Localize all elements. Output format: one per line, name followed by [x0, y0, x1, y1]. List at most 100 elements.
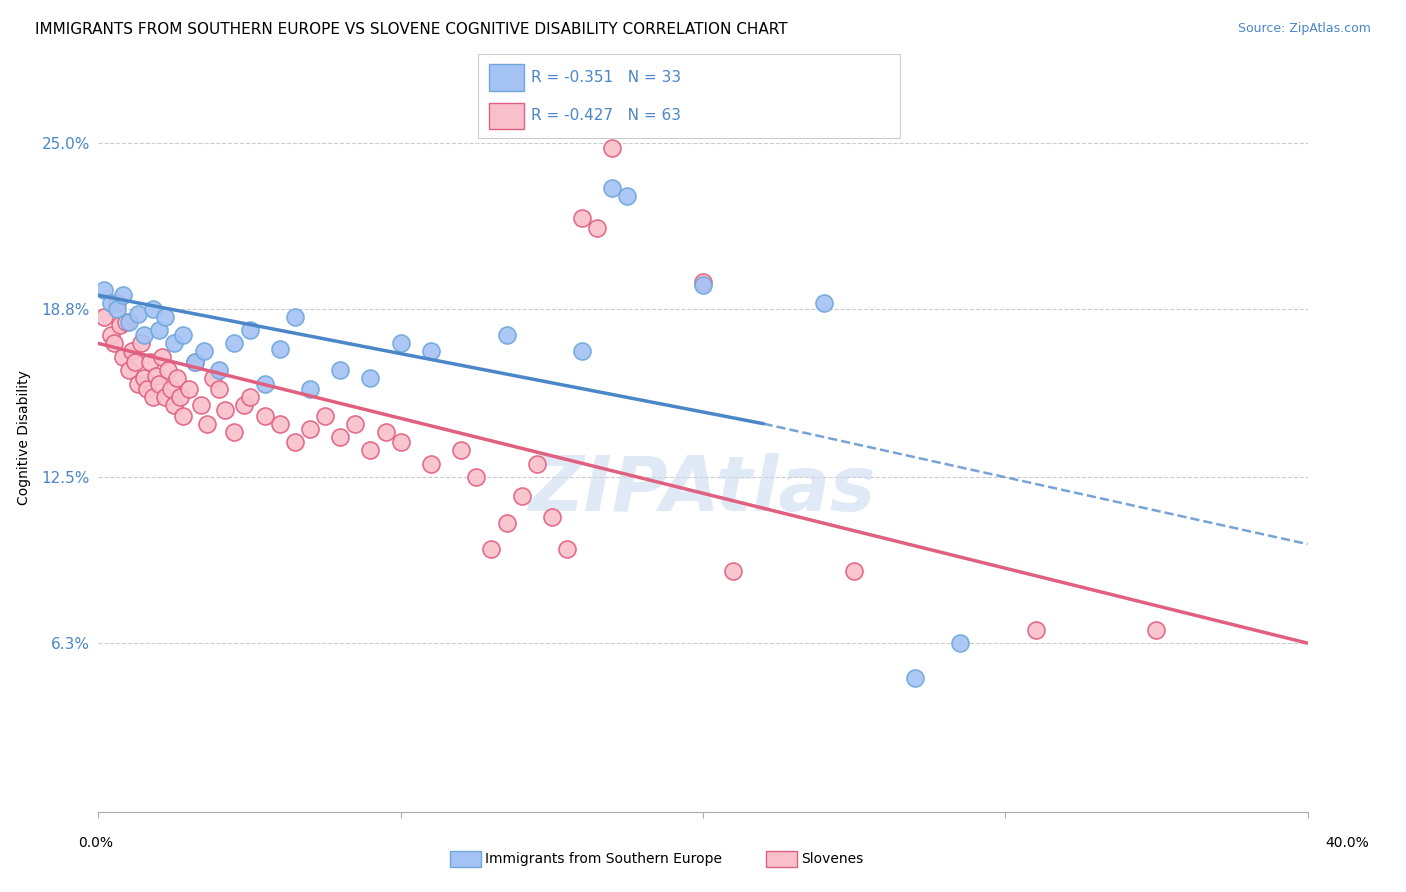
Point [163, 336, 186, 351]
Point [142, 301, 165, 316]
Point [184, 355, 207, 369]
Point [114, 315, 136, 329]
Point [145, 368, 167, 383]
Point [153, 390, 176, 404]
Point [269, 342, 291, 356]
Point [949, 636, 972, 650]
Point [208, 382, 231, 396]
Point [111, 350, 134, 364]
Point [360, 371, 382, 385]
Point [166, 371, 188, 385]
Point [169, 390, 191, 404]
Point [156, 363, 179, 377]
Point [100, 296, 122, 310]
Point [103, 336, 125, 351]
Point [602, 141, 624, 155]
Point [495, 328, 517, 343]
Point [481, 542, 503, 557]
Point [190, 398, 212, 412]
Point [142, 390, 165, 404]
Point [127, 376, 149, 391]
Point [129, 336, 152, 351]
Point [692, 277, 714, 292]
Point [844, 564, 866, 578]
Text: Slovenes: Slovenes [801, 852, 863, 866]
Point [132, 328, 155, 343]
Point [195, 417, 218, 431]
Point [389, 435, 412, 450]
Point [105, 296, 128, 310]
Point [571, 211, 593, 225]
Point [314, 409, 336, 423]
Point [723, 564, 745, 578]
Point [586, 221, 609, 235]
Point [344, 417, 367, 431]
Point [153, 310, 176, 324]
Point [135, 382, 157, 396]
Point [93, 310, 115, 324]
Point [224, 336, 246, 351]
Point [124, 355, 146, 369]
Point [299, 422, 322, 436]
Text: R = -0.351   N = 33: R = -0.351 N = 33 [531, 70, 682, 85]
Point [1144, 623, 1167, 637]
Text: ZIPAtlas: ZIPAtlas [529, 452, 877, 526]
Point [208, 363, 231, 377]
Point [111, 288, 134, 302]
Point [329, 363, 352, 377]
Point [510, 489, 533, 503]
Point [420, 457, 443, 471]
Point [172, 409, 194, 423]
Point [163, 398, 186, 412]
Text: Source: ZipAtlas.com: Source: ZipAtlas.com [1237, 22, 1371, 36]
Point [118, 363, 141, 377]
Point [239, 390, 262, 404]
Point [692, 275, 714, 289]
Point [374, 425, 396, 439]
Point [121, 344, 143, 359]
Point [148, 323, 170, 337]
Point [1024, 623, 1046, 637]
Point [253, 409, 276, 423]
Point [127, 307, 149, 321]
Point [193, 344, 215, 359]
Point [420, 344, 443, 359]
Point [132, 371, 155, 385]
Point [118, 315, 141, 329]
Point [105, 301, 128, 316]
Point [526, 457, 548, 471]
Point [214, 403, 236, 417]
Point [148, 376, 170, 391]
Point [239, 323, 262, 337]
Point [284, 310, 307, 324]
Point [93, 283, 115, 297]
Text: IMMIGRANTS FROM SOUTHERN EUROPE VS SLOVENE COGNITIVE DISABILITY CORRELATION CHAR: IMMIGRANTS FROM SOUTHERN EUROPE VS SLOVE… [35, 22, 787, 37]
Point [329, 430, 352, 444]
Text: Immigrants from Southern Europe: Immigrants from Southern Europe [485, 852, 723, 866]
Point [360, 443, 382, 458]
Y-axis label: Cognitive Disability: Cognitive Disability [17, 369, 31, 505]
Point [555, 542, 578, 557]
Text: 0.0%: 0.0% [79, 836, 112, 850]
Point [232, 398, 254, 412]
Point [904, 671, 927, 685]
Point [184, 355, 207, 369]
Point [179, 382, 201, 396]
Point [160, 382, 183, 396]
Point [172, 328, 194, 343]
Point [389, 336, 412, 351]
Point [299, 382, 322, 396]
Point [616, 189, 638, 203]
Point [540, 510, 562, 524]
Point [495, 516, 517, 530]
Text: R = -0.427   N = 63: R = -0.427 N = 63 [531, 109, 682, 123]
Point [139, 355, 162, 369]
Point [224, 425, 246, 439]
Point [284, 435, 307, 450]
Point [108, 318, 131, 332]
Point [269, 417, 291, 431]
Point [100, 328, 122, 343]
Point [253, 376, 276, 391]
Point [202, 371, 225, 385]
Point [602, 181, 624, 195]
